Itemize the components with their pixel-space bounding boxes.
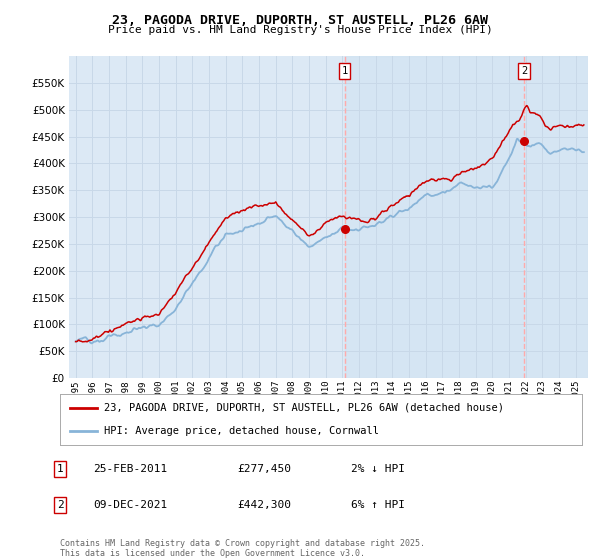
Text: Price paid vs. HM Land Registry's House Price Index (HPI): Price paid vs. HM Land Registry's House … — [107, 25, 493, 35]
Bar — [345, 56, 588, 378]
Text: Contains HM Land Registry data © Crown copyright and database right 2025.
This d: Contains HM Land Registry data © Crown c… — [60, 539, 425, 558]
Text: £442,300: £442,300 — [237, 500, 291, 510]
Text: 6% ↑ HPI: 6% ↑ HPI — [351, 500, 405, 510]
Text: 23, PAGODA DRIVE, DUPORTH, ST AUSTELL, PL26 6AW (detached house): 23, PAGODA DRIVE, DUPORTH, ST AUSTELL, P… — [104, 403, 505, 413]
Text: 1: 1 — [341, 66, 348, 76]
Text: 2: 2 — [56, 500, 64, 510]
Text: HPI: Average price, detached house, Cornwall: HPI: Average price, detached house, Corn… — [104, 426, 379, 436]
Text: 25-FEB-2011: 25-FEB-2011 — [93, 464, 167, 474]
Text: 09-DEC-2021: 09-DEC-2021 — [93, 500, 167, 510]
Text: 2: 2 — [521, 66, 527, 76]
Text: 23, PAGODA DRIVE, DUPORTH, ST AUSTELL, PL26 6AW: 23, PAGODA DRIVE, DUPORTH, ST AUSTELL, P… — [112, 14, 488, 27]
Text: £277,450: £277,450 — [237, 464, 291, 474]
Text: 1: 1 — [56, 464, 64, 474]
Text: 2% ↓ HPI: 2% ↓ HPI — [351, 464, 405, 474]
